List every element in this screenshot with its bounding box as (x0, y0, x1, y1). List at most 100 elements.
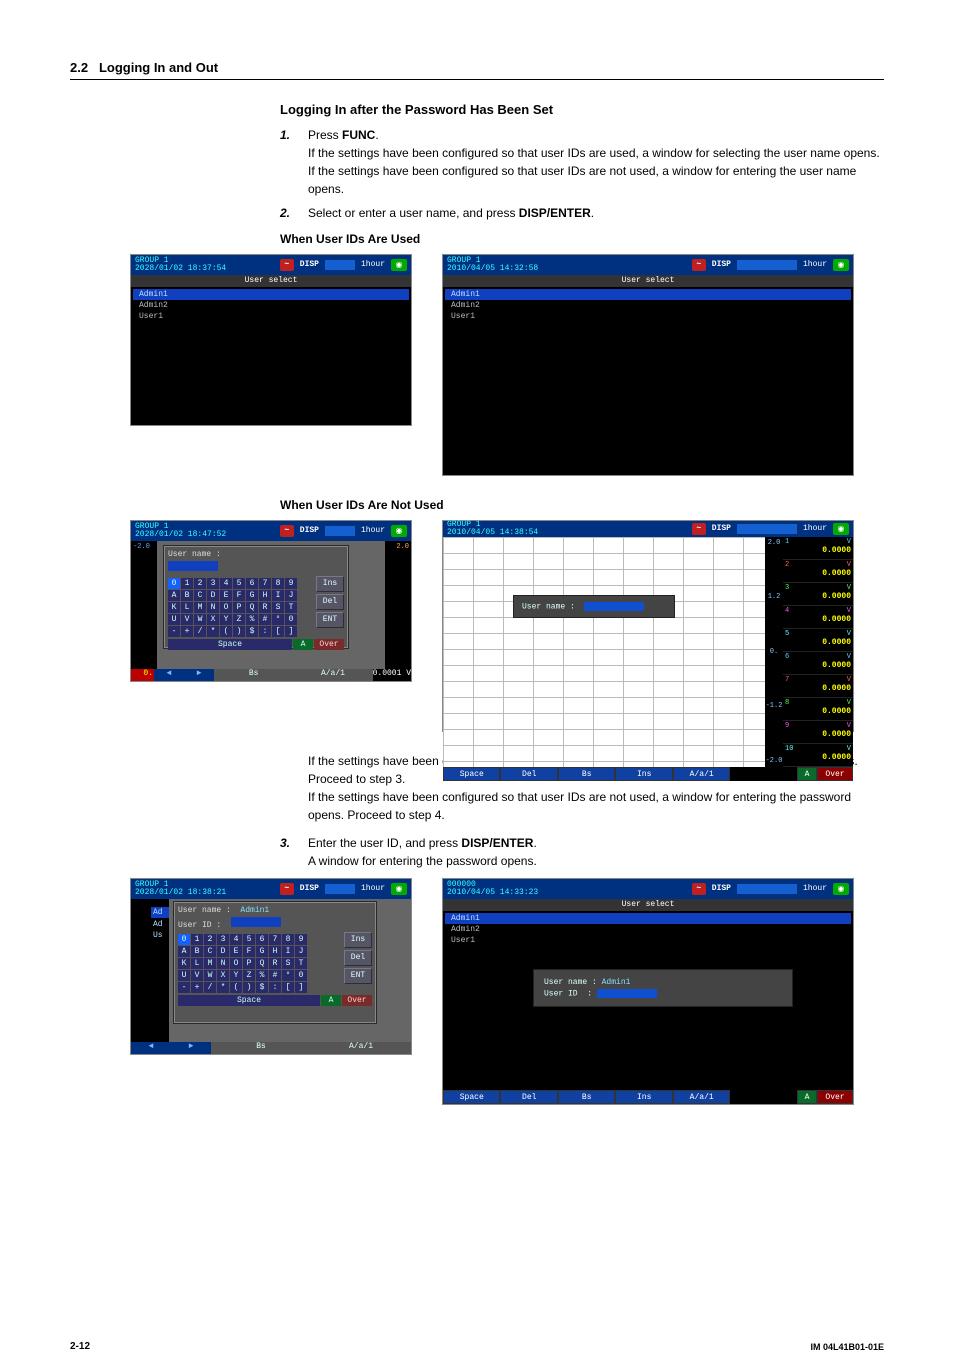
key-ent[interactable]: ENT (316, 612, 344, 628)
osk-key[interactable]: V (181, 614, 193, 625)
osk-key[interactable]: K (168, 602, 180, 613)
osk-key[interactable]: A (168, 590, 180, 601)
osk-key[interactable]: H (269, 946, 281, 957)
osk-key[interactable]: ( (220, 626, 232, 637)
osk-key[interactable]: E (220, 590, 232, 601)
osk-key[interactable]: 3 (217, 934, 229, 945)
osk-key[interactable]: R (259, 602, 271, 613)
osk-key[interactable]: W (194, 614, 206, 625)
osk-key[interactable]: ° (282, 970, 294, 981)
key-ent[interactable]: ENT (344, 968, 372, 984)
onscreen-keyboard[interactable]: 0123456789ABCDEFGHIJKLMNOPQRSTUVWXYZ%#°0… (178, 934, 372, 993)
osk-key[interactable]: : (269, 982, 281, 993)
key-aa[interactable]: A/a/1 (673, 767, 730, 781)
osk-key[interactable]: ] (295, 982, 307, 993)
key-bs[interactable]: Bs (558, 1090, 615, 1104)
key-ins[interactable]: Ins (316, 576, 344, 592)
osk-key[interactable]: P (243, 958, 255, 969)
osk-key[interactable]: 5 (243, 934, 255, 945)
nav-right[interactable]: ► (184, 669, 214, 681)
osk-key[interactable]: : (259, 626, 271, 637)
nav-left[interactable]: ◄ (131, 1042, 171, 1054)
key-over[interactable]: Over (314, 639, 344, 650)
osk-key[interactable]: O (230, 958, 242, 969)
key-amode[interactable]: A (797, 1090, 817, 1104)
key-amode[interactable]: A (321, 995, 341, 1006)
user-user1[interactable]: User1 (133, 311, 409, 322)
user-admin1[interactable]: Admin1 (445, 289, 851, 300)
osk-key[interactable]: L (191, 958, 203, 969)
osk-key[interactable]: 2 (194, 578, 206, 589)
key-bs[interactable]: Bs (558, 767, 615, 781)
osk-key[interactable]: A (178, 946, 190, 957)
osk-key[interactable]: # (259, 614, 271, 625)
osk-key[interactable]: W (204, 970, 216, 981)
key-over[interactable]: Over (817, 1090, 853, 1104)
osk-key[interactable]: 8 (272, 578, 284, 589)
key-aa[interactable]: A/a/1 (673, 1090, 730, 1104)
osk-key[interactable]: F (243, 946, 255, 957)
osk-key[interactable]: / (194, 626, 206, 637)
key-space[interactable]: Space (178, 995, 320, 1006)
osk-key[interactable]: P (233, 602, 245, 613)
osk-key[interactable]: J (285, 590, 297, 601)
key-over[interactable]: Over (342, 995, 372, 1006)
osk-key[interactable]: 0 (295, 970, 307, 981)
osk-key[interactable]: % (256, 970, 268, 981)
osk-key[interactable]: ) (243, 982, 255, 993)
key-space[interactable]: Space (168, 639, 292, 650)
user-admin2[interactable]: Admin2 (445, 300, 851, 311)
osk-key[interactable]: U (178, 970, 190, 981)
key-over[interactable]: Over (817, 767, 853, 781)
key-bs[interactable]: Bs (214, 669, 293, 681)
osk-key[interactable]: 7 (269, 934, 281, 945)
osk-key[interactable]: # (269, 970, 281, 981)
osk-key[interactable]: K (178, 958, 190, 969)
key-space[interactable]: Space (443, 767, 500, 781)
osk-key[interactable]: 3 (207, 578, 219, 589)
osk-key[interactable]: I (272, 590, 284, 601)
osk-key[interactable]: M (194, 602, 206, 613)
osk-key[interactable]: D (207, 590, 219, 601)
key-aa[interactable]: A/a/1 (311, 1042, 411, 1054)
osk-key[interactable]: E (230, 946, 242, 957)
osk-key[interactable]: 9 (285, 578, 297, 589)
user-admin2[interactable]: Admin2 (133, 300, 409, 311)
osk-key[interactable]: X (207, 614, 219, 625)
username-input[interactable] (584, 602, 644, 611)
osk-key[interactable]: B (181, 590, 193, 601)
osk-key[interactable]: T (295, 958, 307, 969)
key-ins[interactable]: Ins (615, 1090, 672, 1104)
username-input[interactable] (168, 561, 218, 571)
osk-key[interactable]: [ (282, 982, 294, 993)
osk-key[interactable]: ) (233, 626, 245, 637)
osk-key[interactable]: N (217, 958, 229, 969)
osk-key[interactable]: 0 (178, 934, 190, 945)
osk-key[interactable]: C (204, 946, 216, 957)
osk-key[interactable]: * (217, 982, 229, 993)
key-del[interactable]: Del (500, 1090, 557, 1104)
osk-key[interactable]: 1 (191, 934, 203, 945)
osk-key[interactable]: $ (256, 982, 268, 993)
osk-key[interactable]: * (207, 626, 219, 637)
osk-key[interactable]: S (282, 958, 294, 969)
key-del[interactable]: Del (316, 594, 344, 610)
user-user1[interactable]: User1 (445, 311, 851, 322)
osk-key[interactable]: Z (243, 970, 255, 981)
osk-key[interactable]: / (204, 982, 216, 993)
key-ins[interactable]: Ins (344, 932, 372, 948)
osk-key[interactable]: 1 (181, 578, 193, 589)
osk-key[interactable]: F (233, 590, 245, 601)
osk-key[interactable]: Q (256, 958, 268, 969)
osk-key[interactable]: C (194, 590, 206, 601)
key-aa[interactable]: A/a/1 (293, 669, 372, 681)
osk-key[interactable]: I (282, 946, 294, 957)
osk-key[interactable]: T (285, 602, 297, 613)
key-del[interactable]: Del (344, 950, 372, 966)
key-del[interactable]: Del (500, 767, 557, 781)
osk-key[interactable]: M (204, 958, 216, 969)
nav-left[interactable]: ◄ (154, 669, 184, 681)
osk-key[interactable]: 7 (259, 578, 271, 589)
osk-key[interactable]: R (269, 958, 281, 969)
key-bs[interactable]: Bs (211, 1042, 311, 1054)
